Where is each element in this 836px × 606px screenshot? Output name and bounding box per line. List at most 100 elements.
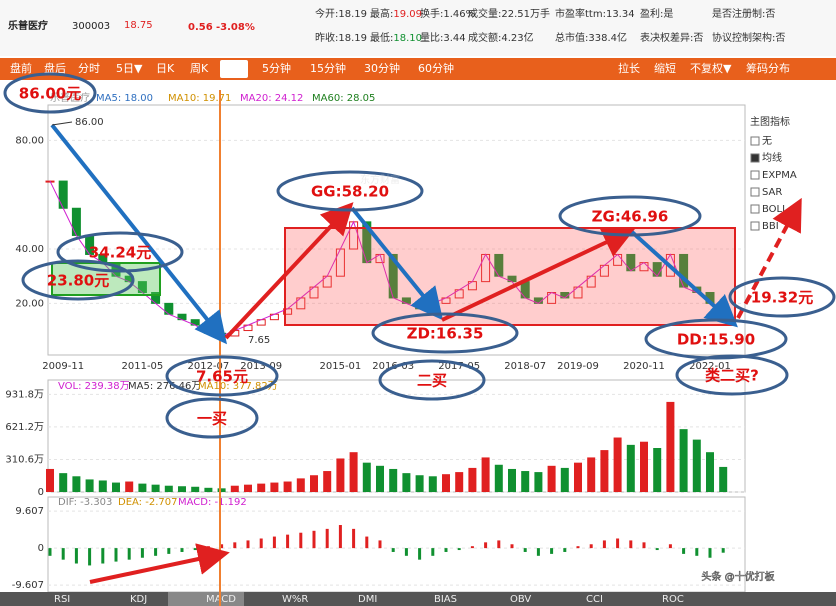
vol-legend: VOL: 239.38万 <box>58 381 130 392</box>
watermark: 头条 @十优打板 <box>701 570 774 583</box>
y-tick-label: 20.00 <box>15 298 44 309</box>
toolbar-item[interactable]: 缩短 <box>654 61 676 75</box>
checkbox[interactable] <box>750 136 760 146</box>
stat-label: 换手: <box>420 7 443 20</box>
macd-bar <box>127 548 131 560</box>
checkbox[interactable] <box>750 221 760 231</box>
stock-price: 18.75 <box>124 20 153 31</box>
toolbar-item[interactable]: 周K <box>190 62 209 75</box>
tab-selected <box>220 60 248 78</box>
panel-item[interactable]: 无 <box>762 136 772 147</box>
macd-bar <box>338 525 342 549</box>
tab[interactable]: MACD <box>206 594 236 605</box>
tab[interactable]: OBV <box>510 594 531 605</box>
tab[interactable]: CCI <box>586 594 603 605</box>
toolbar-item[interactable]: 筹码分布 <box>746 61 790 75</box>
volume-bar <box>560 467 569 492</box>
arrow <box>350 206 444 321</box>
volume-bar <box>468 467 477 492</box>
volume-bar <box>230 485 239 492</box>
toolbar-item[interactable]: 月K <box>224 62 243 75</box>
macd-bar <box>391 548 395 552</box>
annotation-ellipse <box>675 354 789 396</box>
macd-bar <box>114 548 118 562</box>
macd-bar <box>246 540 250 549</box>
x-tick-label: 2012-07 <box>188 361 230 372</box>
panel-item[interactable]: EXPMA <box>762 170 797 181</box>
volume-bar <box>640 441 648 492</box>
toolbar-item[interactable]: 30分钟 <box>364 61 400 75</box>
volume-bar <box>455 472 464 492</box>
ma-legend: MA60: 28.05 <box>312 93 375 104</box>
panel-item[interactable]: BOLL <box>762 204 788 215</box>
checkbox[interactable] <box>750 187 760 197</box>
stat-label: 量比: <box>420 32 443 44</box>
tab[interactable]: BIAS <box>434 594 457 605</box>
stat-value: 否 <box>693 32 703 44</box>
y-tick-label: 0 <box>38 543 44 554</box>
toolbar-item[interactable]: 5分钟 <box>262 61 291 75</box>
macd-bar <box>431 548 435 556</box>
volume-bar <box>613 437 622 492</box>
annotation: 二买 <box>417 372 447 390</box>
stock-code: 300003 <box>72 21 110 32</box>
panel-item[interactable]: BBI <box>762 221 779 232</box>
tab[interactable]: DMI <box>358 594 377 605</box>
volume-bar <box>376 465 384 492</box>
stat: 协议控制架构:否 <box>712 31 785 44</box>
toolbar-item[interactable]: 5日▼ <box>116 62 143 75</box>
stat-value: 18.19 <box>338 9 367 20</box>
macd-bar <box>682 548 686 554</box>
toolbar-item[interactable]: 15分钟 <box>310 61 346 75</box>
y-tick-label: 80.00 <box>15 135 44 146</box>
toolbar-item[interactable]: 盘后 <box>44 61 66 75</box>
volume-bar <box>534 472 543 492</box>
stat: 换手:1.46% <box>420 7 475 20</box>
toolbar-item[interactable]: 日K <box>156 62 175 75</box>
toolbar-item[interactable]: 不复权▼ <box>690 61 732 75</box>
checkbox[interactable] <box>750 153 760 163</box>
candle <box>71 207 81 236</box>
stat-label: 盈利: <box>640 8 663 20</box>
panel-item[interactable]: 均线 <box>762 151 782 164</box>
stat-label: 今开: <box>315 7 338 20</box>
vol-legend: MA10: 377.82万 <box>198 381 278 392</box>
toolbar-item[interactable]: 盘前 <box>10 61 32 75</box>
macd-bar <box>272 536 276 549</box>
volume-bar <box>666 401 675 492</box>
tab[interactable]: KDJ <box>130 594 147 605</box>
stat-label: 市盈率ttm: <box>555 7 606 20</box>
tab[interactable]: RSI <box>54 594 70 605</box>
annotation: GG:58.20 <box>311 183 389 201</box>
stat: 市盈率ttm:13.34 <box>555 7 635 20</box>
arrows <box>50 123 802 584</box>
panel-title: 主图指标 <box>750 115 790 128</box>
checkbox[interactable] <box>750 170 760 180</box>
ma-legend: MA10: 19.71 <box>168 93 231 104</box>
toolbar-item[interactable]: 分时 <box>78 62 100 75</box>
tab[interactable]: W%R <box>282 594 308 605</box>
volume-bar <box>125 481 134 492</box>
y-tick-label: 310.6万 <box>5 454 44 465</box>
stat-label: 成交额: <box>468 31 501 44</box>
macd-bar <box>352 528 356 549</box>
macd-bar <box>629 540 633 549</box>
macd-bar <box>48 548 52 556</box>
stat-label: 协议控制架构: <box>712 31 775 44</box>
toolbar-item[interactable]: 拉长 <box>618 61 640 75</box>
macd-bar <box>550 548 554 554</box>
volume-bar <box>257 483 266 492</box>
volume-bar <box>72 476 81 492</box>
toolbar-item[interactable]: 60分钟 <box>418 61 454 75</box>
volume-bar <box>653 448 662 492</box>
volume-bar <box>191 486 200 492</box>
tab-selected <box>168 592 244 606</box>
volume-bar <box>521 471 530 492</box>
checkbox[interactable] <box>750 204 760 214</box>
stat-label: 是否注册制: <box>712 7 765 20</box>
tab[interactable]: ROC <box>662 594 684 605</box>
stat: 昨收:18.19 <box>315 31 367 44</box>
volume-bar <box>679 429 688 492</box>
panel-item[interactable]: SAR <box>762 187 782 198</box>
macd-bar <box>497 540 501 549</box>
